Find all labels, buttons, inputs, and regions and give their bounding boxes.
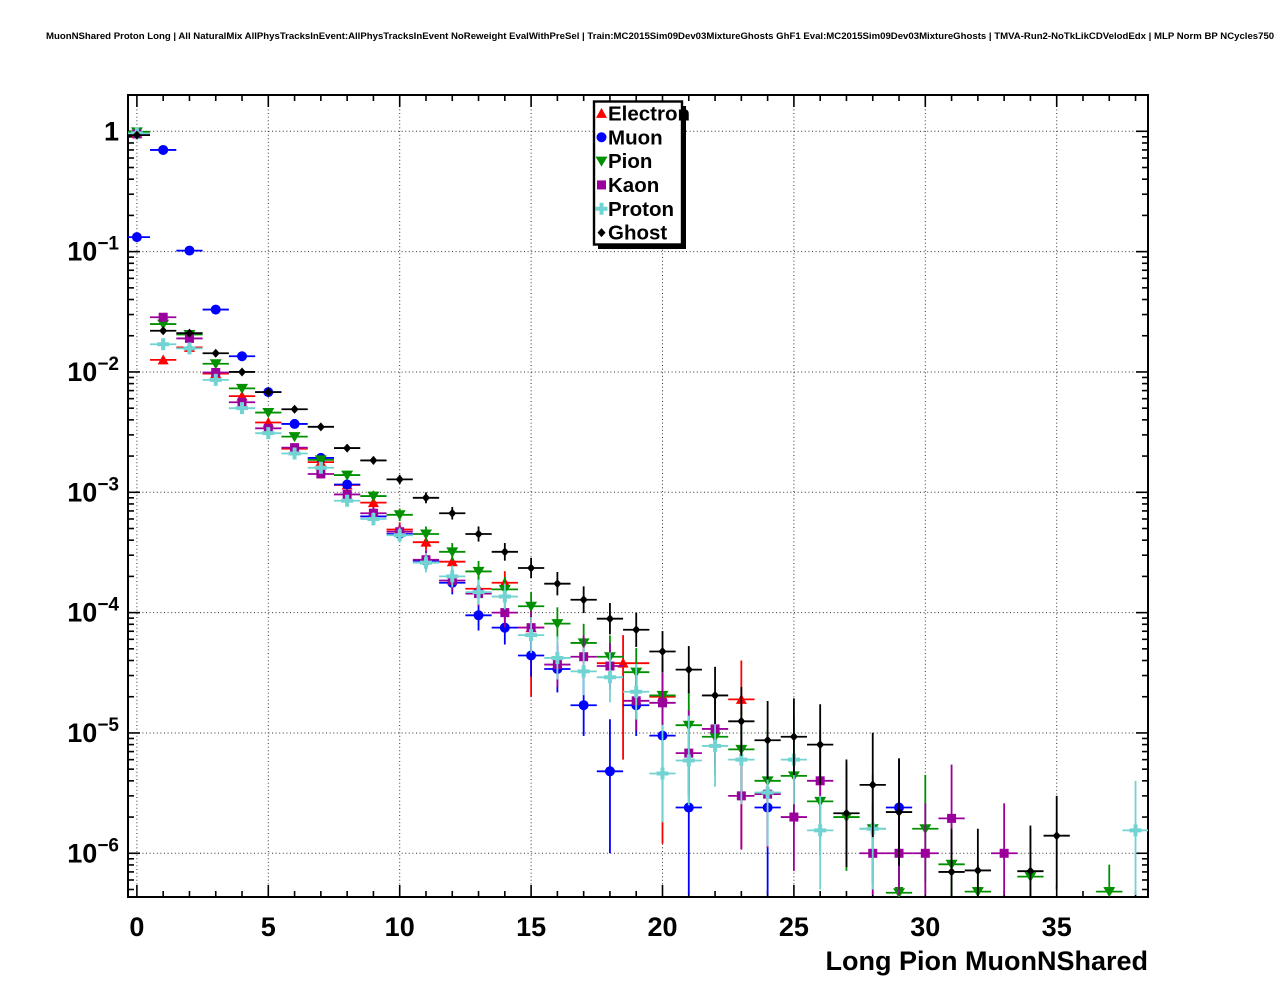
svg-text:10−6: 10−6: [67, 835, 119, 868]
legend-label-ghost: Ghost: [608, 222, 667, 245]
svg-text:10−3: 10−3: [67, 474, 119, 507]
axis-ticks: [128, 95, 1148, 897]
svg-text:20: 20: [647, 912, 677, 942]
svg-text:5: 5: [261, 912, 276, 942]
legend-label-kaon: Kaon: [608, 174, 659, 197]
svg-text:1: 1: [104, 116, 119, 146]
x-tick-labels: 0 5 10 15 20 25 30 35: [129, 912, 1071, 942]
legend-label-muon: Muon: [608, 126, 663, 149]
svg-text:10−2: 10−2: [67, 354, 119, 387]
series-container: [128, 127, 1148, 897]
legend-marker-electron-icon: [596, 107, 607, 118]
svg-text:30: 30: [910, 912, 940, 942]
legend-label-proton: Proton: [608, 198, 674, 221]
svg-text:35: 35: [1042, 912, 1072, 942]
series-ghost: [128, 130, 1070, 897]
svg-text:15: 15: [516, 912, 546, 942]
gridlines: [128, 95, 1148, 897]
legend-marker-muon-icon: [596, 132, 607, 143]
y-tick-labels: 1 10−1 10−2 10−3 10−4 10−5 10−6: [67, 116, 119, 868]
svg-text:10−1: 10−1: [67, 234, 119, 267]
plot-title: MuonNShared Proton Long | All NaturalMix…: [46, 31, 1276, 42]
svg-text:10: 10: [385, 912, 415, 942]
plot-frame: [127, 94, 1149, 898]
legend-marker-ghost-icon: [597, 228, 606, 238]
series-kaon: [128, 129, 1018, 896]
svg-text:10−4: 10−4: [67, 595, 119, 628]
legend-label-electron: Electron: [608, 102, 690, 125]
legend-marker-proton-icon: [595, 202, 608, 215]
legend-marker-kaon-icon: [597, 180, 606, 190]
svg-text:25: 25: [779, 912, 809, 942]
x-axis-title: Long Pion MuonNShared: [825, 946, 1148, 976]
svg-text:10−5: 10−5: [67, 715, 119, 748]
legend-marker-pion-icon: [595, 156, 608, 167]
svg-text:0: 0: [129, 912, 144, 942]
legend-label-pion: Pion: [608, 150, 652, 173]
